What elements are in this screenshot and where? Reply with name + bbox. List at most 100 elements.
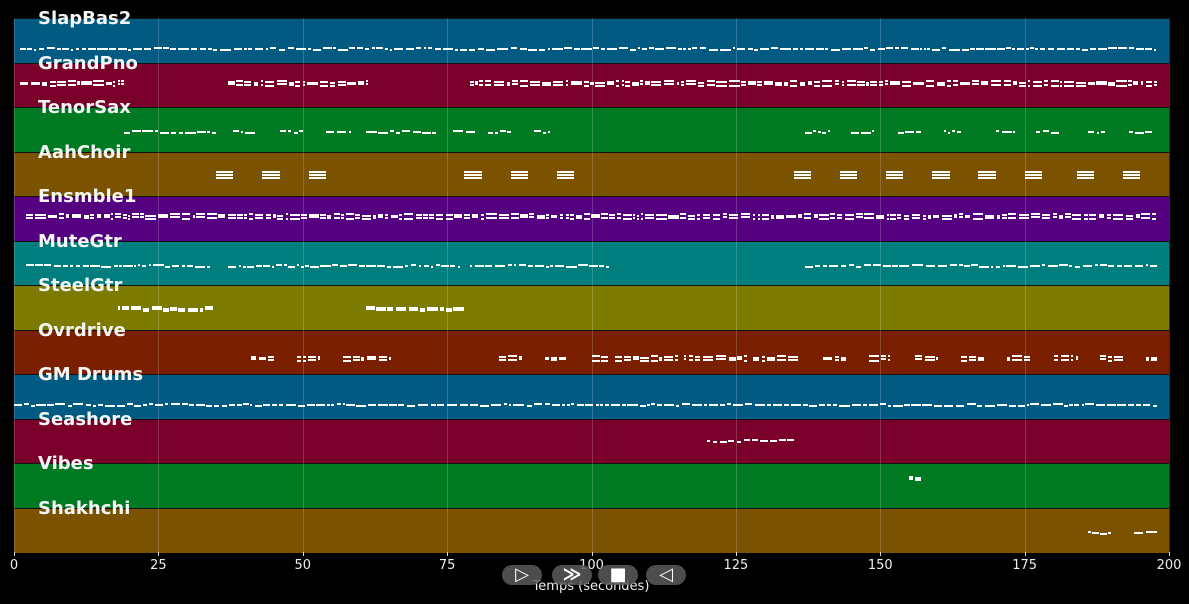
note (309, 216, 320, 218)
note (485, 213, 497, 215)
note (343, 359, 351, 362)
note (57, 83, 67, 86)
note (1113, 214, 1124, 216)
note (117, 82, 120, 85)
note (301, 214, 308, 216)
note (977, 356, 985, 359)
note (697, 214, 701, 216)
fast-forward-button[interactable]: ≫ (552, 565, 592, 585)
note (378, 132, 388, 134)
track-aahchoir: AahChoir (14, 142, 1169, 197)
note (752, 214, 756, 216)
note (591, 354, 600, 357)
note (553, 80, 563, 83)
grid-line (1169, 18, 1170, 552)
note (852, 48, 863, 50)
note (886, 170, 904, 173)
note (390, 130, 394, 132)
track-ensmble1: Ensmble1 (14, 186, 1169, 242)
note (519, 214, 528, 216)
note (1016, 48, 1024, 50)
note (550, 264, 553, 267)
note (218, 216, 225, 218)
stop-button[interactable]: ■ (598, 565, 638, 585)
note (458, 265, 461, 268)
note (645, 80, 650, 83)
note (1027, 79, 1031, 82)
note (165, 403, 168, 405)
note (629, 49, 636, 51)
note (542, 132, 547, 134)
note (914, 357, 923, 360)
note (319, 84, 329, 87)
track-name: AahChoir (38, 141, 131, 163)
note (1075, 357, 1078, 360)
note (207, 265, 211, 268)
note (1053, 354, 1059, 357)
note (971, 79, 979, 82)
track-name: SteelGtr (38, 275, 123, 296)
note (140, 216, 144, 218)
note (1027, 84, 1031, 87)
note (306, 404, 316, 406)
note (546, 217, 550, 219)
note (81, 48, 86, 50)
note (131, 216, 139, 218)
note (122, 306, 129, 310)
note (103, 214, 110, 216)
note (949, 263, 957, 266)
note (442, 48, 453, 50)
note (332, 263, 339, 266)
note (784, 83, 788, 86)
note (958, 216, 963, 218)
track-grandpno: GrandPno (14, 53, 1169, 108)
note (84, 215, 89, 217)
note (904, 404, 910, 406)
note (415, 214, 422, 216)
note (367, 404, 377, 406)
note (759, 48, 769, 50)
note (819, 214, 829, 216)
note (34, 263, 44, 266)
note (90, 264, 100, 267)
note (926, 48, 930, 50)
note (835, 79, 840, 82)
note (813, 84, 820, 87)
note (33, 49, 37, 51)
note (767, 356, 775, 359)
note (1135, 216, 1140, 218)
note (307, 48, 311, 50)
note (82, 264, 89, 267)
note (1060, 358, 1069, 361)
note (404, 218, 414, 220)
note (1051, 132, 1060, 134)
note (886, 214, 889, 216)
note (1098, 214, 1105, 216)
note (238, 264, 241, 267)
note (415, 47, 421, 49)
note (910, 404, 921, 406)
note (621, 404, 626, 406)
grid-line (880, 18, 882, 552)
note (434, 48, 441, 50)
note (822, 132, 827, 134)
note (342, 403, 346, 405)
note (50, 84, 56, 87)
note (680, 217, 686, 219)
note (559, 217, 563, 219)
note (577, 404, 584, 406)
x-tick-label: 125 (723, 558, 749, 573)
track-tenorsax: TenorSax (14, 97, 1169, 153)
note (1019, 214, 1029, 216)
track-shakhchi: Shakhchi (14, 498, 1169, 553)
note (535, 264, 544, 267)
note (297, 405, 305, 407)
note (1051, 84, 1059, 87)
note (123, 132, 130, 134)
note (715, 357, 727, 360)
note (131, 306, 141, 310)
play-button[interactable]: ▷ (502, 565, 542, 585)
note (1012, 48, 1015, 50)
note (1128, 83, 1133, 86)
rewind-button[interactable]: ◁ (646, 565, 686, 585)
